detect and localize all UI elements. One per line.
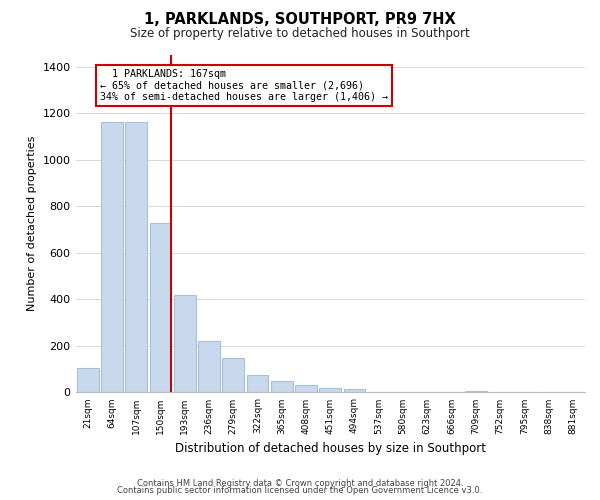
Text: Size of property relative to detached houses in Southport: Size of property relative to detached ho… xyxy=(130,28,470,40)
Bar xyxy=(319,388,341,392)
Bar xyxy=(198,341,220,392)
Bar xyxy=(174,294,196,392)
Bar xyxy=(101,122,123,392)
Bar xyxy=(125,122,147,392)
Bar xyxy=(344,390,365,392)
Y-axis label: Number of detached properties: Number of detached properties xyxy=(27,136,37,312)
Bar xyxy=(295,386,317,392)
Bar xyxy=(149,222,172,392)
Bar xyxy=(77,368,98,392)
Bar xyxy=(271,381,293,392)
Text: 1, PARKLANDS, SOUTHPORT, PR9 7HX: 1, PARKLANDS, SOUTHPORT, PR9 7HX xyxy=(144,12,456,28)
Bar xyxy=(223,358,244,392)
X-axis label: Distribution of detached houses by size in Southport: Distribution of detached houses by size … xyxy=(175,442,486,455)
Text: Contains public sector information licensed under the Open Government Licence v3: Contains public sector information licen… xyxy=(118,486,482,495)
Text: Contains HM Land Registry data © Crown copyright and database right 2024.: Contains HM Land Registry data © Crown c… xyxy=(137,478,463,488)
Bar xyxy=(465,390,487,392)
Text: 1 PARKLANDS: 167sqm
← 65% of detached houses are smaller (2,696)
34% of semi-det: 1 PARKLANDS: 167sqm ← 65% of detached ho… xyxy=(100,69,388,102)
Bar xyxy=(247,376,268,392)
